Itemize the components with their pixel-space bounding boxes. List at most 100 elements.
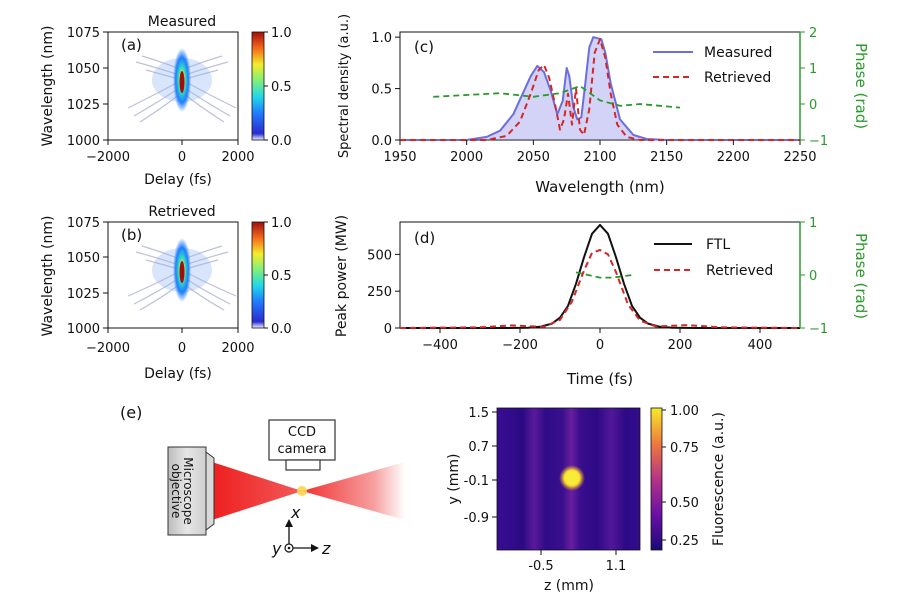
camera-label-1: CCD: [288, 425, 316, 440]
camera-body: [268, 419, 336, 461]
panel-a-colorbar-tick: 0.5: [271, 80, 292, 95]
panel-e-colorbar-tick: 0.50: [670, 496, 699, 511]
panel-d-label: (d): [414, 229, 435, 247]
panel-e-colorbar: [650, 407, 663, 551]
panel-e-ytick: 0.7: [468, 440, 489, 455]
panel-d-retrieved-line: [399, 249, 801, 329]
panel-a-xtick: 0: [178, 150, 186, 165]
axes-indicator: x y z: [271, 503, 331, 558]
panel-b-colorbar-ticks: 0.0 0.5 1.0: [264, 216, 292, 337]
panel-b-title: Retrieved: [148, 204, 215, 220]
panel-c-ytick-label: 0.0: [371, 134, 392, 149]
legend-label-measured: Measured: [704, 45, 772, 61]
panel-b-peak: [179, 261, 185, 283]
panel-c-y2tick-label: 2: [809, 26, 817, 41]
fluorescence-spot: [565, 471, 579, 485]
panel-c-phase-phase-line: [433, 85, 681, 109]
panel-d-ytick-label: 250: [367, 285, 392, 300]
panel-e-label: (e): [120, 403, 142, 422]
axis-x-arrowhead: [285, 519, 293, 527]
panel-c-plot-area: [399, 31, 801, 141]
panel-c-y2tick-label: −1: [809, 134, 828, 149]
panel-a-ylabel: Wavelength (nm): [40, 26, 56, 147]
panel-a-colorbar-tick: 1.0: [271, 26, 292, 41]
panel-a-yticks: 1000 1025 1050 1075: [67, 26, 108, 149]
panel-a-xticks: −2000 0 2000: [86, 140, 255, 165]
panel-d-ytick-label: 0: [384, 322, 392, 337]
panel-b-yticks: 1000 1025 1050 1075: [67, 216, 108, 337]
panel-a-label: (a): [121, 36, 142, 54]
panel-d-plot-area: [399, 221, 801, 329]
panel-a-colorbar-tick: 0.0: [271, 134, 292, 149]
panel-c-xtick-label: 2150: [650, 150, 683, 165]
panel-d-xticks: −400 −200 0 200 400: [422, 328, 772, 353]
panel-c-label: (c): [414, 38, 434, 56]
panel-d-yticks: 0 250 500: [367, 248, 400, 337]
panel-a-xlabel: Delay (fs): [144, 172, 212, 188]
panel-c-ytick-label: 0.5: [371, 83, 392, 98]
panel-b-xtick: 2000: [221, 341, 254, 356]
panel-c-xticks: 1950 2000 2050 2100 2150 2200 2250: [383, 140, 817, 165]
panel-d-xtick-label: −400: [422, 338, 458, 353]
panel-e-xlabel: z (mm): [544, 578, 594, 594]
panel-a: Measured (a) −2000 0 2000: [40, 14, 292, 188]
focal-spot: [297, 486, 307, 496]
panel-d-xlabel: Time (fs): [566, 370, 633, 388]
panel-c-xtick-label: 2200: [717, 150, 750, 165]
panel-c-y2ticks: −1 0 1 2: [799, 26, 828, 149]
panel-c-ytick-label: 1.0: [371, 31, 392, 46]
panel-a-ytick: 1050: [67, 62, 100, 77]
panel-e-xticks: -0.5 1.1: [528, 550, 626, 574]
panel-c-yticks: 0.0 0.5 1.0: [371, 31, 400, 149]
panel-e-yticks: 1.5 0.7 -0.1 -0.9: [464, 406, 497, 526]
panel-b-ytick: 1025: [67, 287, 100, 302]
legend-label-retrieved: Retrieved: [704, 70, 771, 86]
panel-a-title: Measured: [148, 14, 216, 30]
objective-label-2: objective: [169, 464, 183, 519]
fluorescence-map-frame: [496, 407, 641, 551]
axis-y-label: y: [271, 539, 282, 558]
panel-e-ytick: -0.9: [464, 511, 489, 526]
panel-e-colorbar-ticks: 0.25 0.50 0.75 1.00: [662, 404, 699, 549]
panel-c-xtick-label: 2000: [450, 150, 483, 165]
panel-b-colorbar-tick: 0.0: [271, 322, 292, 337]
panel-c-xtick-label: 1950: [383, 150, 416, 165]
panel-d-xtick-label: 200: [668, 338, 693, 353]
beam-diverging: [302, 462, 405, 520]
panel-c-ylabel: Spectral density (a.u.): [337, 14, 352, 158]
panel-e-ylabel: y (mm): [446, 454, 462, 505]
panel-b-colorbar-tick: 1.0: [271, 216, 292, 231]
panel-b-ytick: 1000: [67, 322, 100, 337]
camera-lens-mount: [285, 459, 321, 471]
panel-d-phase-phase-line: [575, 271, 633, 279]
panel-c-series-layer: [400, 36, 800, 141]
panel-a-colorbar: [251, 31, 265, 141]
panel-c-retrieved-line: [400, 38, 800, 141]
panel-a-xtick: 2000: [221, 150, 254, 165]
panel-d: (d) −400 −200 0 200 400 0 250 500 −1 0 1 Time (f…: [334, 215, 870, 388]
panel-e-colorbar-tick: 1.00: [670, 404, 699, 419]
objective-tip: [205, 451, 215, 531]
panel-b-xtick: −2000: [86, 341, 130, 356]
panel-c-y2label: Phase (rad): [852, 43, 870, 129]
panel-c-measured-fill: [400, 37, 800, 140]
panel-d-y2ticks: −1 0 1: [799, 216, 828, 337]
panel-b-label: (b): [121, 226, 142, 244]
camera-label-2: camera: [277, 442, 326, 457]
panel-d-legend: FTL Retrieved: [654, 237, 773, 279]
panel-c-legend: Measured Retrieved: [653, 45, 772, 86]
panel-a-ytick: 1000: [67, 134, 100, 149]
panel-d-y2label: Phase (rad): [852, 233, 870, 319]
panel-d-y2tick-label: 1: [809, 216, 817, 231]
panel-a-plot-area: [107, 31, 239, 141]
panel-c-y2tick-label: 1: [809, 62, 817, 77]
panel-b-ylabel: Wavelength (nm): [40, 216, 56, 337]
panel-c-xtick-label: 2250: [783, 150, 816, 165]
beam-converging: [212, 462, 302, 520]
panel-b-xlabel: Delay (fs): [144, 366, 212, 382]
panel-e-map: 1.5 0.7 -0.1 -0.9 -0.5 1.1 z (mm) y (mm)…: [446, 404, 727, 594]
legend-label-retrieved-d: Retrieved: [706, 263, 773, 279]
panel-c-y2tick-label: 0: [809, 98, 817, 113]
panel-a-colorbar-ticks: 0.0 0.5 1.0: [264, 26, 292, 149]
panel-e-colorbar-tick: 0.25: [670, 534, 699, 549]
